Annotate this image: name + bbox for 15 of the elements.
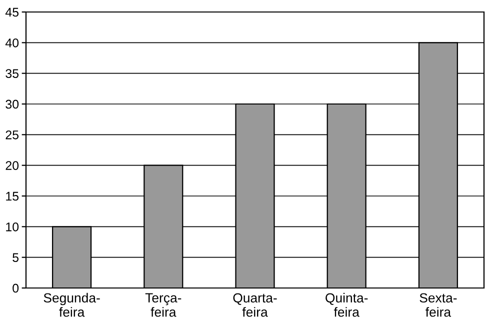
y-tick-label: 25 bbox=[6, 130, 19, 140]
x-tick-label: Sexta- feira bbox=[420, 293, 457, 317]
y-tick-label: 10 bbox=[6, 222, 19, 232]
y-tick-label: 40 bbox=[5, 38, 19, 48]
y-tick-label: 5 bbox=[12, 253, 19, 262]
y-tick-label: 45 bbox=[5, 8, 19, 17]
x-tick-label: Segunda- feira bbox=[44, 292, 100, 317]
x-tick-label: Terça- feira bbox=[145, 293, 182, 317]
y-tick-label: 0 bbox=[12, 284, 19, 293]
x-tick-label: Quinta- feira bbox=[326, 292, 368, 317]
y-tick-label: 15 bbox=[6, 192, 19, 201]
y-tick-label: 35 bbox=[6, 69, 19, 78]
y-tick-label: 20 bbox=[6, 161, 19, 170]
y-tick-label: 30 bbox=[6, 100, 19, 109]
x-tick-label: Quarta- feira bbox=[233, 293, 277, 317]
